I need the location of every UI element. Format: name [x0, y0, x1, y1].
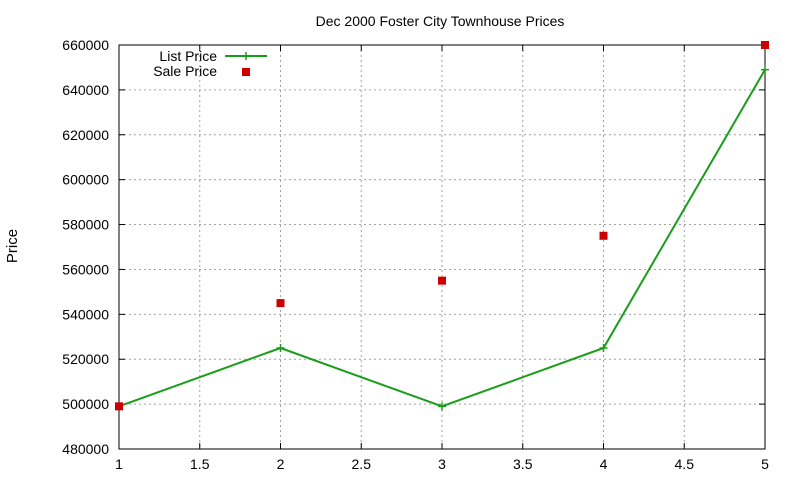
list-price-point: [276, 344, 285, 352]
x-tick-label: 1: [115, 456, 123, 472]
list-price-point: [761, 65, 769, 74]
y-tick-label: 580000: [62, 217, 109, 233]
legend: List Price Sale Price: [153, 48, 267, 79]
chart-title: Dec 2000 Foster City Townhouse Prices: [316, 13, 565, 29]
x-tick-label: 2: [277, 456, 285, 472]
x-tick-label: 3.5: [513, 456, 533, 472]
x-tick-label: 1.5: [190, 456, 210, 472]
y-tick-label: 560000: [62, 261, 109, 277]
x-tick-label: 4.5: [675, 456, 695, 472]
y-tick-label: 520000: [62, 351, 109, 367]
plot-frame: [118, 44, 766, 450]
x-tick-label: 3: [438, 456, 446, 472]
y-tick-label: 540000: [62, 306, 109, 322]
y-tick-label: 480000: [62, 441, 109, 457]
y-axis-title: Price: [4, 229, 21, 263]
series-layer: [115, 41, 769, 411]
y-tick-label: 660000: [62, 37, 109, 53]
y-tick-label: 640000: [62, 82, 109, 98]
x-tick-label: 5: [761, 456, 769, 472]
list-price-point: [599, 344, 608, 352]
y-tick-label: 600000: [62, 172, 109, 188]
x-tick-label: 4: [600, 456, 608, 472]
y-tick-label: 500000: [62, 396, 109, 412]
axis-ticks: 1 1.5 2 2.5 3 3.5 4 4.5 5 480000 500000 520000 54000…: [62, 37, 769, 472]
sale-price-point: [761, 41, 769, 49]
sale-price-point: [599, 231, 608, 240]
x-tick-label: 2.5: [352, 456, 372, 472]
legend-label-sale-price: Sale Price: [153, 63, 217, 79]
legend-swatch-sale-price: [242, 68, 250, 76]
sale-price-point: [115, 402, 123, 411]
y-tick-label: 620000: [62, 127, 109, 143]
legend-label-list-price: List Price: [159, 48, 217, 64]
list-price-point: [438, 402, 446, 411]
grid-lines: [119, 45, 765, 449]
sale-price-point: [276, 299, 285, 308]
sale-price-point: [438, 276, 446, 285]
